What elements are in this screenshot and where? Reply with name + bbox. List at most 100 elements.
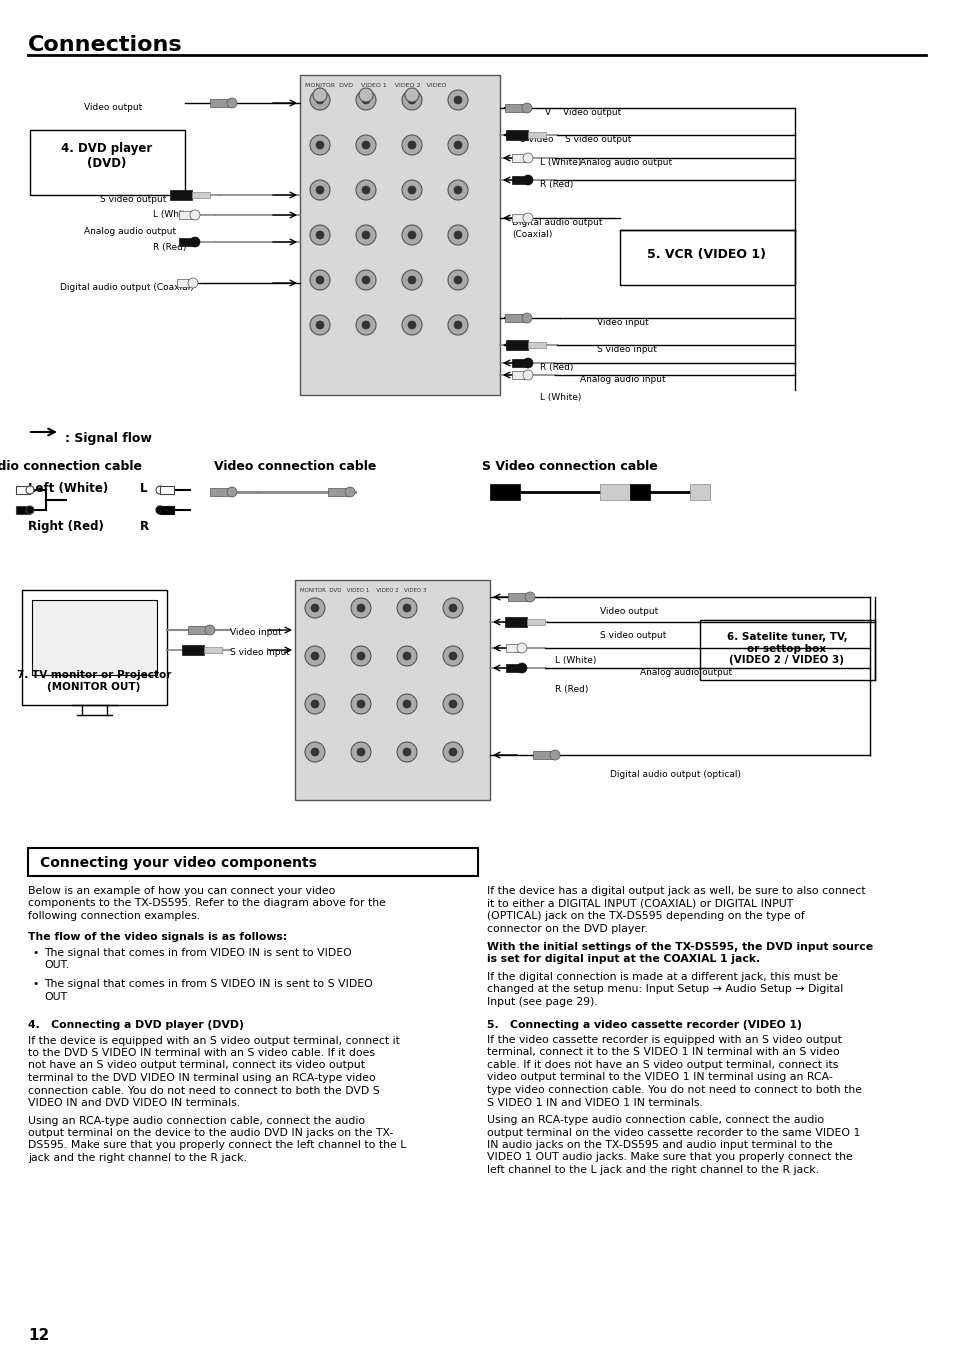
Text: The signal that comes in from S VIDEO IN is sent to S VIDEO: The signal that comes in from S VIDEO IN…: [44, 979, 373, 989]
Circle shape: [408, 231, 416, 239]
Text: S video input: S video input: [597, 345, 657, 354]
Bar: [160, 507, 173, 513]
Text: connection cable. You do not need to connect to both the DVD S: connection cable. You do not need to con…: [28, 1085, 379, 1096]
Bar: [505, 340, 527, 350]
Circle shape: [315, 322, 324, 330]
Text: left channel to the L jack and the right channel to the R jack.: left channel to the L jack and the right…: [486, 1165, 818, 1175]
Circle shape: [449, 748, 456, 757]
Text: (Coaxial): (Coaxial): [512, 230, 552, 239]
Circle shape: [449, 700, 456, 708]
Bar: [689, 484, 709, 500]
Circle shape: [311, 700, 318, 708]
Circle shape: [402, 700, 411, 708]
Text: S Video connection cable: S Video connection cable: [481, 459, 658, 473]
Circle shape: [227, 99, 236, 108]
Circle shape: [408, 141, 416, 149]
Text: Video output: Video output: [599, 607, 658, 616]
Bar: [210, 99, 230, 107]
Text: 5. VCR (VIDEO 1): 5. VCR (VIDEO 1): [647, 249, 765, 261]
Text: 4.   Connecting a DVD player (DVD): 4. Connecting a DVD player (DVD): [28, 1020, 244, 1029]
Circle shape: [454, 141, 461, 149]
Circle shape: [442, 694, 462, 713]
Bar: [294, 580, 490, 800]
Bar: [512, 176, 527, 184]
Text: video output terminal to the VIDEO 1 IN terminal using an RCA-: video output terminal to the VIDEO 1 IN …: [486, 1073, 832, 1082]
Circle shape: [522, 213, 533, 223]
Bar: [527, 132, 545, 138]
Text: Digital audio output (optical): Digital audio output (optical): [609, 770, 740, 780]
Bar: [533, 751, 553, 759]
Circle shape: [190, 236, 200, 247]
Text: S video output: S video output: [100, 195, 166, 204]
Circle shape: [311, 748, 318, 757]
Text: 4. DVD player
(DVD): 4. DVD player (DVD): [61, 142, 152, 170]
Circle shape: [305, 646, 325, 666]
Circle shape: [408, 186, 416, 195]
Circle shape: [517, 643, 526, 653]
Bar: [526, 619, 544, 626]
Text: If the device has a digital output jack as well, be sure to also connect: If the device has a digital output jack …: [486, 886, 864, 896]
Circle shape: [313, 88, 327, 101]
Text: Connecting your video components: Connecting your video components: [40, 857, 316, 870]
Circle shape: [442, 742, 462, 762]
Text: With the initial settings of the TX-DS595, the DVD input source: With the initial settings of the TX-DS59…: [486, 942, 872, 952]
Circle shape: [227, 486, 236, 497]
Text: 5.   Connecting a video cassette recorder (VIDEO 1): 5. Connecting a video cassette recorder …: [486, 1020, 801, 1029]
Circle shape: [448, 135, 468, 155]
Circle shape: [401, 315, 421, 335]
Text: OUT: OUT: [44, 992, 67, 1001]
Bar: [28, 848, 477, 875]
Text: following connection examples.: following connection examples.: [28, 911, 200, 921]
Circle shape: [408, 276, 416, 284]
Circle shape: [442, 598, 462, 617]
Circle shape: [408, 96, 416, 104]
Circle shape: [361, 276, 370, 284]
Circle shape: [355, 180, 375, 200]
Text: jack and the right channel to the R jack.: jack and the right channel to the R jack…: [28, 1152, 247, 1163]
Circle shape: [449, 653, 456, 661]
Bar: [619, 230, 794, 285]
Circle shape: [402, 604, 411, 612]
Text: Analog audio input: Analog audio input: [579, 376, 665, 384]
Text: MONITOR  DVD    VIDEO 1    VIDEO 2   VIDEO: MONITOR DVD VIDEO 1 VIDEO 2 VIDEO: [305, 82, 446, 88]
Text: R (Red): R (Red): [539, 363, 573, 372]
Circle shape: [442, 646, 462, 666]
Circle shape: [361, 96, 370, 104]
Text: If the video cassette recorder is equipped with an S video output: If the video cassette recorder is equipp…: [486, 1035, 841, 1046]
Circle shape: [405, 88, 418, 101]
Text: S video output: S video output: [564, 135, 631, 145]
Text: •: •: [32, 979, 38, 989]
Circle shape: [26, 486, 34, 494]
Text: cable. If it does not have an S video output terminal, connect its: cable. If it does not have an S video ou…: [486, 1061, 838, 1070]
Text: Video input: Video input: [597, 317, 648, 327]
Text: components to the TX-DS595. Refer to the diagram above for the: components to the TX-DS595. Refer to the…: [28, 898, 385, 908]
Circle shape: [454, 96, 461, 104]
Text: •: •: [32, 948, 38, 958]
Text: VIDEO 1 OUT audio jacks. Make sure that you properly connect the: VIDEO 1 OUT audio jacks. Make sure that …: [486, 1152, 852, 1162]
Circle shape: [454, 322, 461, 330]
Text: Analog audio output: Analog audio output: [639, 667, 731, 677]
Text: output terminal on the device to the audio DVD IN jacks on the TX-: output terminal on the device to the aud…: [28, 1128, 393, 1138]
Bar: [192, 192, 210, 199]
Text: S video input: S video input: [230, 648, 290, 657]
Bar: [177, 280, 193, 286]
Bar: [504, 617, 526, 627]
Bar: [512, 213, 527, 222]
Text: R (Red): R (Red): [539, 180, 573, 189]
Circle shape: [310, 270, 330, 290]
Text: Video output: Video output: [84, 103, 142, 112]
Circle shape: [351, 598, 371, 617]
Text: Left (White): Left (White): [28, 482, 108, 494]
Circle shape: [396, 742, 416, 762]
Circle shape: [356, 748, 365, 757]
Text: Audio connection cable: Audio connection cable: [0, 459, 141, 473]
Bar: [170, 190, 192, 200]
Circle shape: [448, 315, 468, 335]
Bar: [599, 484, 629, 500]
Circle shape: [311, 604, 318, 612]
Text: The flow of the video signals is as follows:: The flow of the video signals is as foll…: [28, 931, 287, 942]
Text: connector on the DVD player.: connector on the DVD player.: [486, 924, 647, 934]
Circle shape: [361, 322, 370, 330]
Circle shape: [408, 322, 416, 330]
Text: not have an S video output terminal, connect its video output: not have an S video output terminal, con…: [28, 1061, 365, 1070]
